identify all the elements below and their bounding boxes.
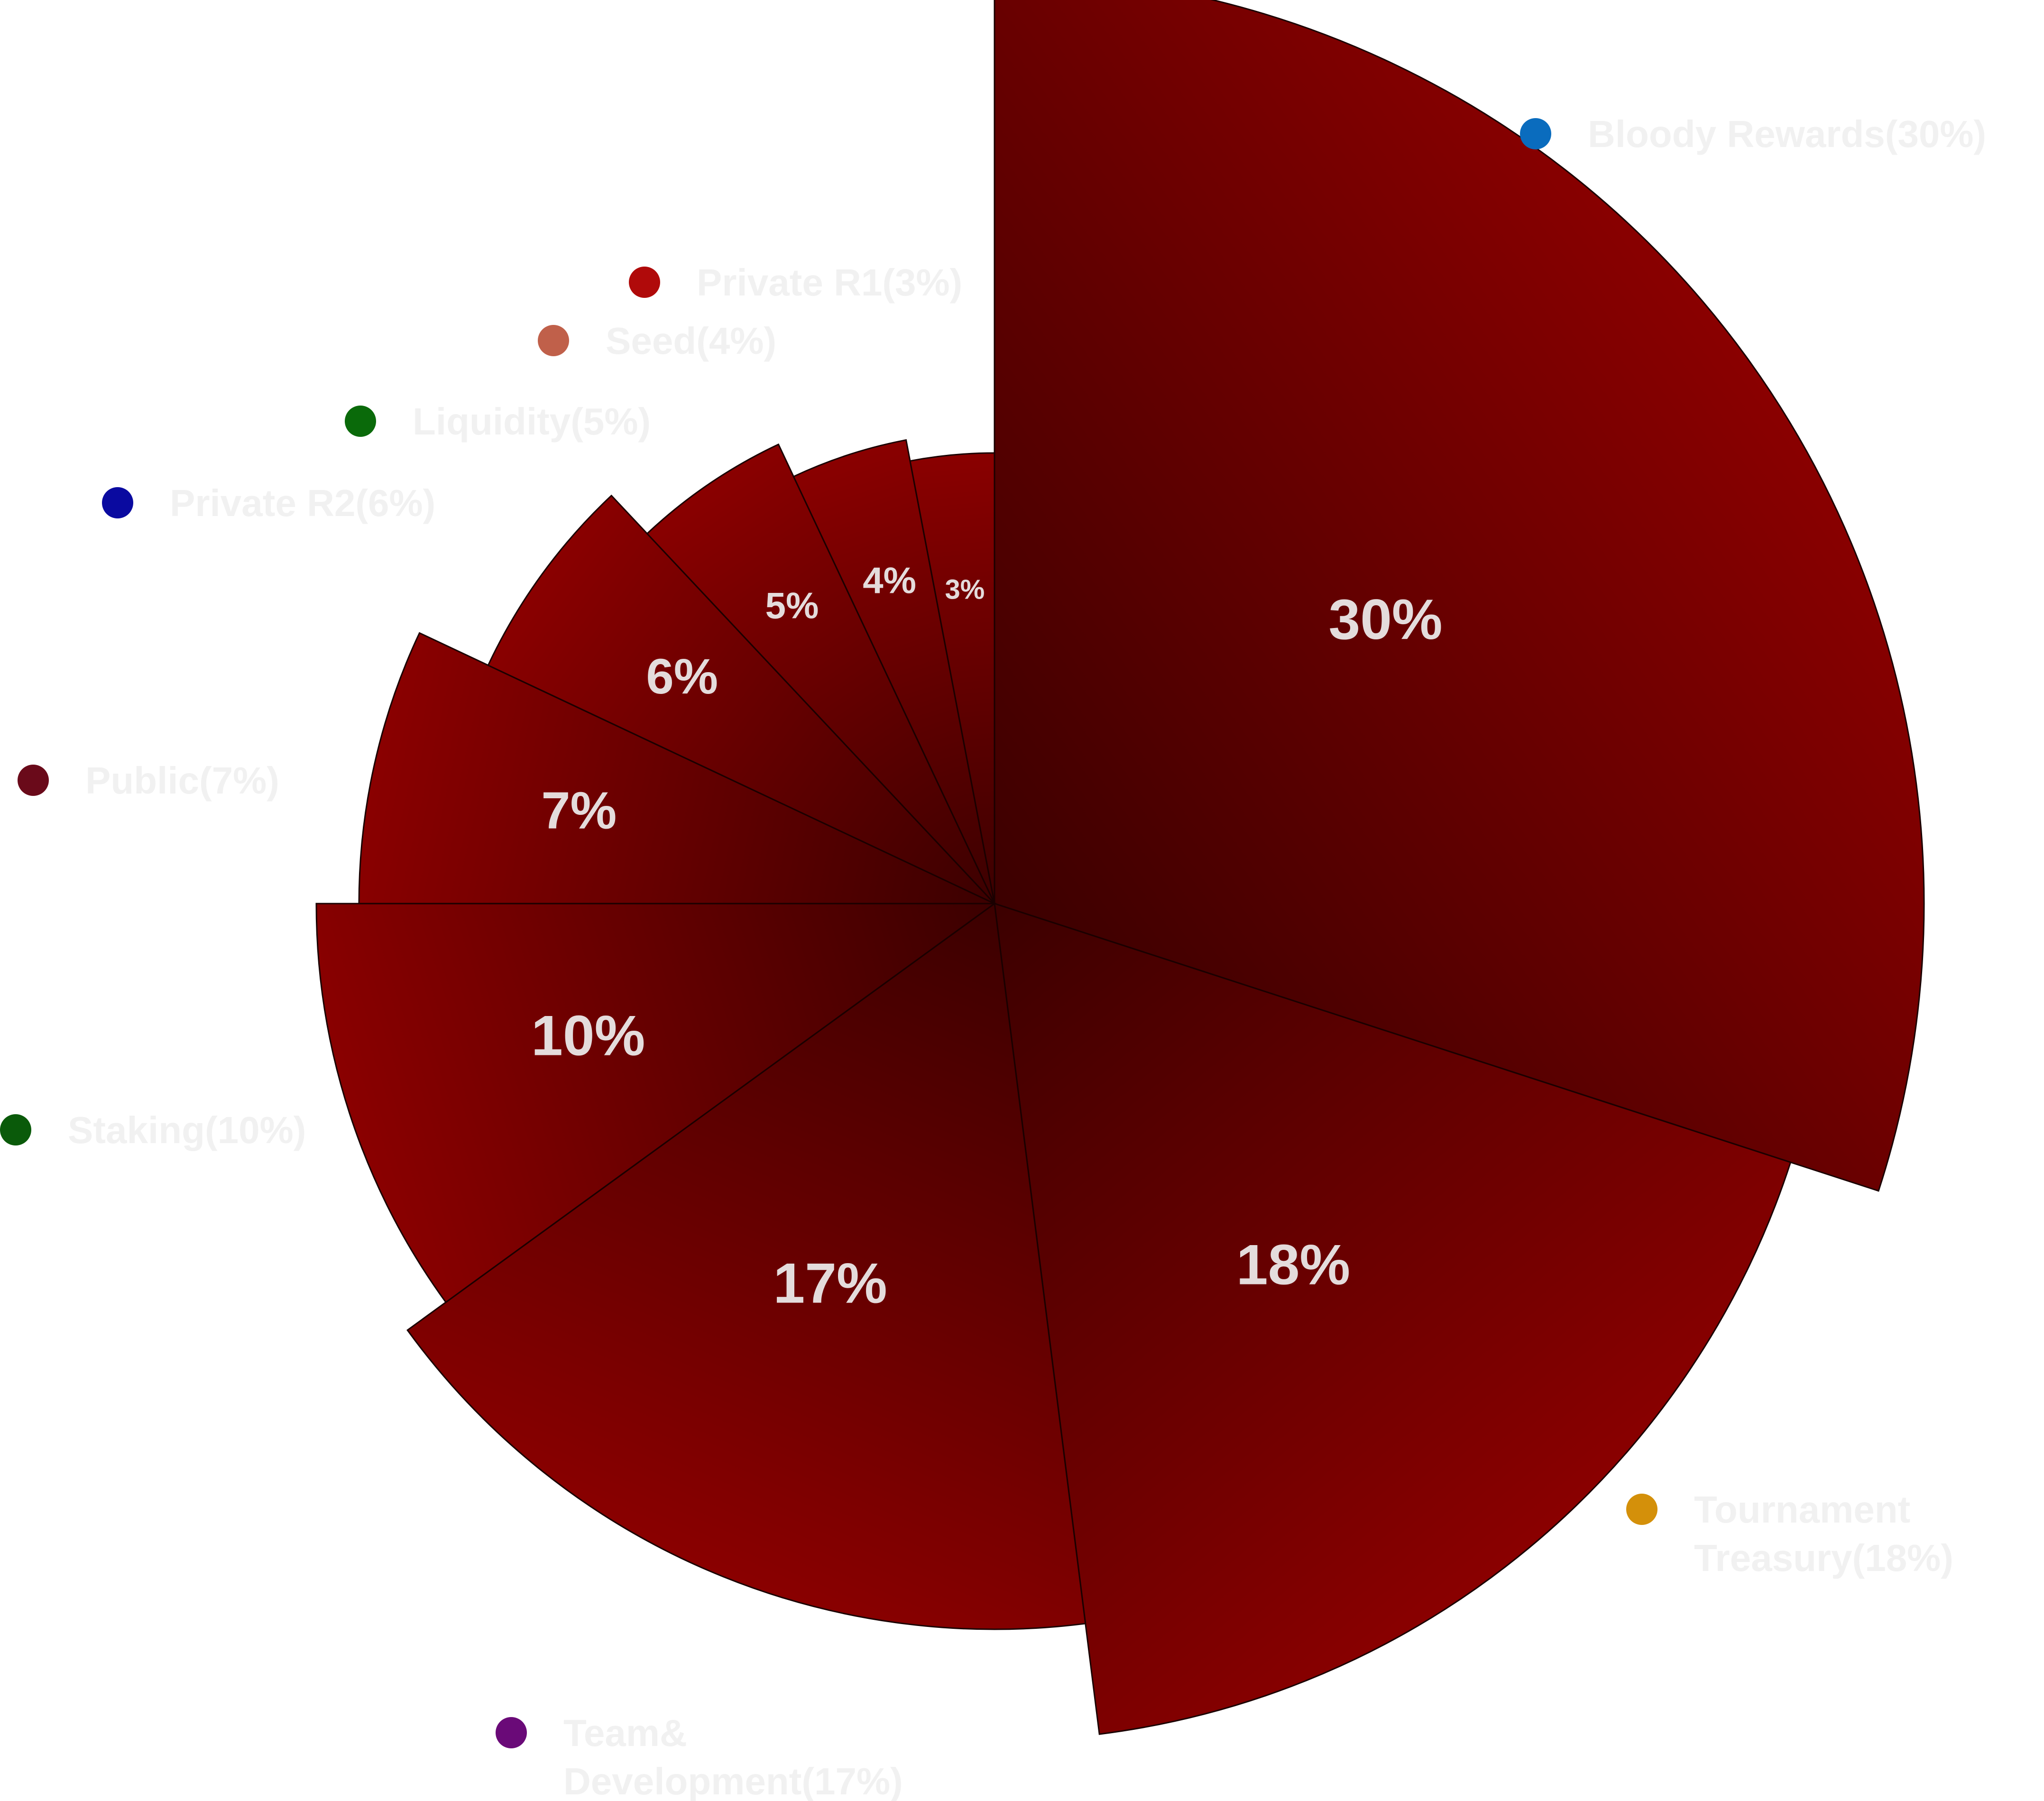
slice-staking <box>315 903 997 1303</box>
slice-value-label: 6% <box>646 649 718 704</box>
legend-label: Bloody Rewards(30%) <box>1588 113 1986 155</box>
slice-value-label: 10% <box>531 1004 645 1067</box>
slice-liquidity <box>646 443 995 905</box>
legend-dot <box>102 487 133 518</box>
slice-seed <box>792 439 995 904</box>
slice-value-label: 3% <box>945 574 985 605</box>
legend-label: Staking(10%) <box>68 1109 306 1151</box>
slice-value-label: 30% <box>1328 588 1442 651</box>
legend-dot <box>1520 118 1551 149</box>
legend-dot <box>18 765 49 796</box>
slice-value-label: 7% <box>541 782 617 840</box>
legend-dot <box>496 1717 527 1748</box>
slice-private-r2 <box>487 494 995 905</box>
slice-private-r1 <box>909 452 995 904</box>
slice-value-label: 18% <box>1236 1233 1350 1297</box>
legend-label: Private R2(6%) <box>170 482 435 524</box>
legend-label: Team& Development(17%) <box>563 1712 903 1801</box>
legend-dot <box>629 267 660 298</box>
legend-label: Public(7%) <box>85 759 279 802</box>
slice-labels-layer: 30% 18% 17% 10% 7% 6% 5% 4% 3% <box>531 560 1443 1315</box>
legend-label: Liquidity(5%) <box>413 400 651 443</box>
slice-team-development <box>406 902 1086 1630</box>
legend-dot <box>538 325 569 356</box>
slice-tournament-treasury <box>994 902 1792 1735</box>
legend-dot <box>1626 1494 1657 1525</box>
legend-label: Private R1(3%) <box>697 261 962 304</box>
legend-label: Seed(4%) <box>606 320 776 362</box>
slice-public <box>358 632 995 905</box>
legend-dot <box>0 1114 31 1145</box>
legend-layer: Bloody Rewards(30%) Tournament Treasury(18… <box>0 113 1986 1801</box>
legend-dot <box>345 406 376 437</box>
slice-value-label: 4% <box>863 560 916 601</box>
slice-bloody-rewards <box>994 0 1925 1192</box>
legend-label: Tournament Treasury(18%) <box>1694 1488 1953 1579</box>
slices-layer <box>315 0 1925 1735</box>
slice-value-label: 17% <box>773 1251 887 1315</box>
slice-value-label: 5% <box>765 585 819 627</box>
